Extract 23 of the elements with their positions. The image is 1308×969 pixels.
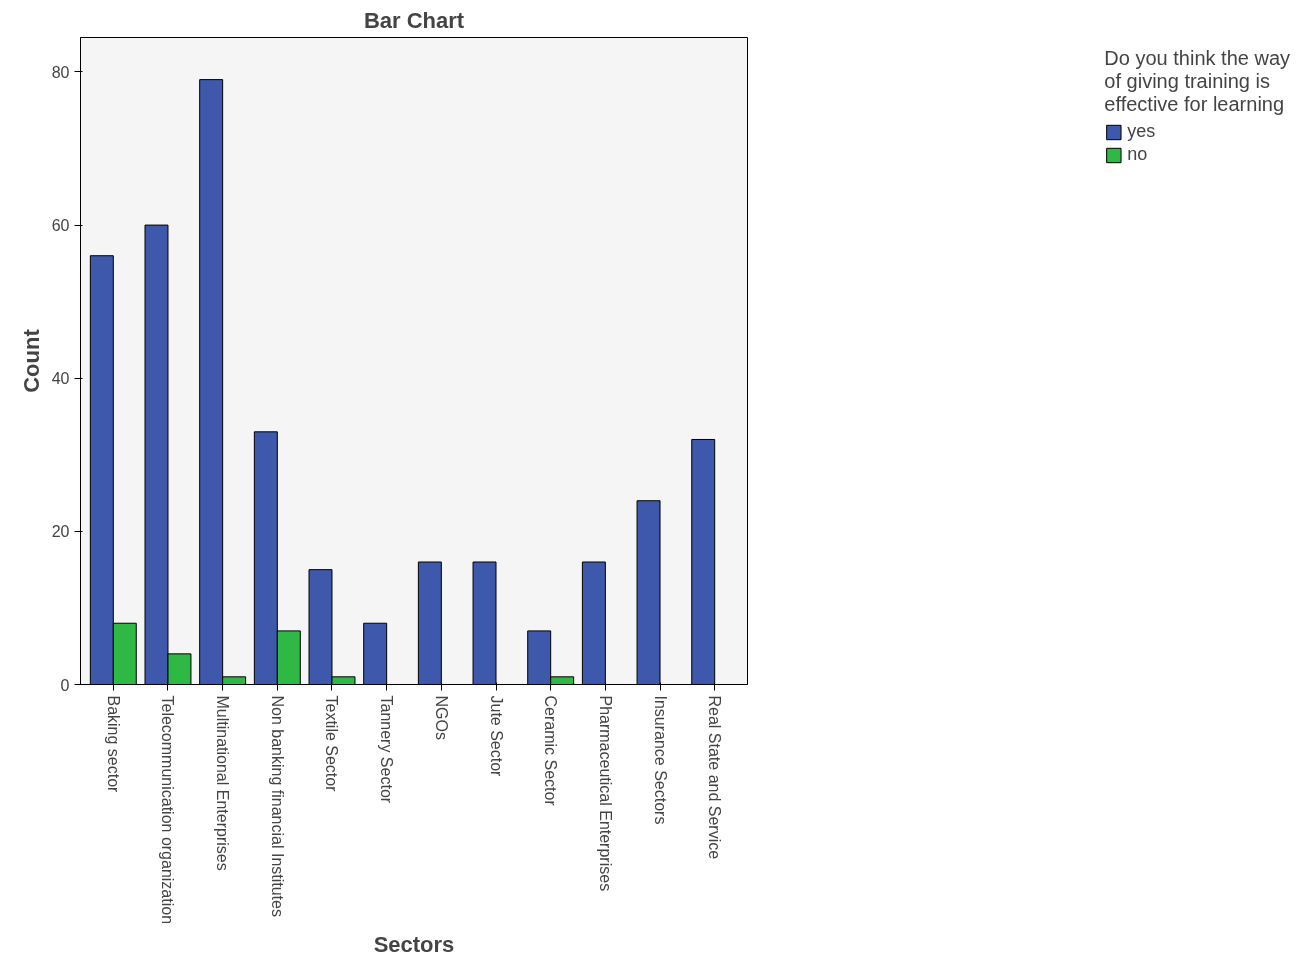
- legend-title: Do you think the way of giving training is effective for learning: [1104, 47, 1290, 116]
- x-tick-label: Real State and Service: [706, 695, 724, 860]
- y-tick-label: 0: [60, 676, 70, 694]
- x-tick-label: Insurance Sectors: [651, 695, 669, 825]
- y-tick-label: 60: [51, 217, 70, 235]
- x-tick-label: Tannery Sector: [378, 695, 396, 804]
- x-tick-label: Multinational Enterprises: [214, 695, 232, 871]
- x-tick-label: Textile Sector: [323, 695, 341, 793]
- x-tick-label: Baking sector: [104, 695, 122, 794]
- y-axis-title: Count: [18, 328, 44, 393]
- legend-label: yes: [1127, 121, 1156, 142]
- x-tick-label: Ceramic Sector: [542, 695, 560, 807]
- x-tick-label: NGOs: [432, 695, 450, 740]
- x-axis-title: Sectors: [373, 932, 455, 958]
- y-tick-label: 20: [51, 523, 70, 541]
- legend-label: no: [1127, 144, 1148, 165]
- y-tick-label: 80: [51, 63, 70, 81]
- x-tick-label: Jute Sector: [487, 695, 505, 778]
- x-tick-label: Pharmaceutical Enterprises: [596, 695, 614, 892]
- y-tick-label: 40: [51, 370, 70, 388]
- x-tick-label: Telecommunication organization: [159, 695, 177, 925]
- x-tick-label: Non banking financial Institutes: [268, 695, 286, 917]
- chart-title: Bar Chart: [363, 7, 465, 33]
